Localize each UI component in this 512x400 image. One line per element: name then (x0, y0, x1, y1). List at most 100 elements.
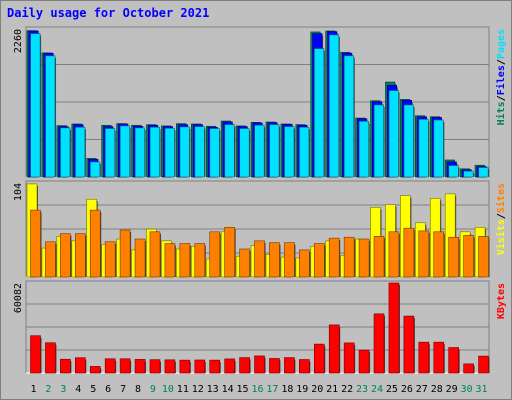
kbytes-bar-edge (343, 342, 355, 374)
pages-bar-edge (358, 121, 369, 178)
kbytes-bar (359, 350, 370, 373)
legend-label: Pages (496, 29, 507, 59)
day-label: 19 (296, 384, 308, 395)
sites-bar (135, 239, 146, 277)
pages-bar (60, 127, 70, 177)
pages-bar-edge (149, 126, 160, 178)
sites-bar (30, 210, 41, 277)
day-label: 14 (222, 384, 234, 395)
kbytes-bar (374, 313, 385, 373)
sites-bar (403, 228, 414, 277)
day-label: 18 (281, 384, 293, 395)
sites-bar-edge (179, 243, 191, 278)
day-label: 9 (150, 384, 156, 395)
pages-bar-edge (463, 170, 474, 178)
sites-bar-edge (403, 227, 415, 278)
pages-bar-edge (403, 104, 414, 178)
kbytes-bar (164, 359, 175, 373)
legend-label: Sites (495, 183, 507, 213)
day-label: 2 (45, 384, 51, 395)
pages-bar (105, 128, 115, 177)
pages-bar (389, 90, 399, 177)
day-label: 25 (386, 384, 398, 395)
pages-bar-edge (478, 167, 489, 178)
pages-bar-edge (164, 127, 175, 178)
kbytes-bar-edge (313, 343, 325, 374)
pages-bar (269, 124, 280, 177)
sites-bar-edge (343, 236, 355, 278)
legend-separator: / (496, 59, 507, 65)
pages-bar-edge (254, 124, 265, 178)
sites-bar (478, 236, 489, 277)
kbytes-bar (254, 355, 265, 373)
sites-bar (299, 249, 310, 277)
sites-bar (388, 231, 399, 277)
kbytes-bar (314, 344, 325, 373)
pages-bar (463, 171, 474, 177)
kbytes-bar-edge (60, 358, 71, 374)
day-label: 6 (105, 384, 111, 395)
kbytes-bar-edge (164, 359, 176, 374)
kbytes-bar-edge (224, 358, 235, 374)
sites-bar-edge (45, 241, 56, 278)
sites-bar (105, 241, 116, 277)
pages-bar-edge (388, 90, 399, 178)
pages-bar (478, 167, 489, 177)
day-label: 4 (75, 384, 81, 395)
pages-bar (165, 128, 175, 177)
kbytes-bar-edge (269, 358, 280, 374)
pages-bar (299, 127, 309, 177)
sites-bar (120, 230, 131, 277)
pages-bar-edge (90, 161, 101, 178)
kbytes-bar (403, 316, 414, 373)
kbytes-bar (418, 342, 429, 373)
pages-bar (374, 104, 384, 177)
day-label: 23 (356, 384, 368, 395)
sites-bar-edge (269, 242, 280, 278)
sites-bar (359, 239, 370, 277)
pages-bar (194, 126, 205, 177)
kbytes-bar-edge (45, 342, 56, 374)
sites-bar-edge (119, 229, 131, 278)
sites-bar-edge (224, 226, 235, 278)
day-label: 11 (177, 384, 189, 395)
sites-bar-edge (89, 209, 101, 278)
pages-bar (150, 127, 160, 177)
pages-bar (75, 127, 85, 177)
kbytes-bar-edge (75, 357, 86, 374)
sites-bar-edge (164, 243, 176, 278)
sites-bar (149, 231, 160, 277)
kbytes-bar (299, 359, 310, 373)
sites-bar (90, 210, 101, 277)
pages-bar-edge (448, 165, 459, 178)
kbytes-bar (344, 342, 355, 373)
kbytes-bar-edge (149, 359, 161, 374)
kbytes-bar-edge (254, 355, 265, 374)
sites-bar-edge (463, 235, 474, 278)
kbytes-bar (60, 359, 71, 373)
sites-bar (164, 243, 175, 277)
pages-bar (448, 165, 459, 177)
kbytes-bar-edge (433, 341, 445, 374)
pages-bar-edge (314, 48, 325, 178)
sites-bar-edge (433, 231, 445, 278)
day-label: 21 (326, 384, 338, 395)
sites-bar-edge (388, 231, 400, 278)
pages-bar (120, 125, 130, 177)
kbytes-bar (149, 359, 160, 373)
sites-bar-edge (104, 241, 116, 278)
pages-bar (314, 48, 324, 177)
day-label: 5 (90, 384, 96, 395)
pages-bar-edge (329, 34, 340, 178)
sites-bar (179, 243, 190, 277)
kbytes-bar-edge (119, 358, 131, 374)
kbytes-bar (135, 359, 146, 373)
day-label: 13 (207, 384, 219, 395)
kbytes-bar-edge (104, 358, 116, 374)
pages-bar-edge (179, 126, 190, 178)
pages-bar (224, 124, 235, 177)
y-max-label: 60082 (13, 283, 24, 313)
pages-bar-edge (299, 126, 310, 178)
